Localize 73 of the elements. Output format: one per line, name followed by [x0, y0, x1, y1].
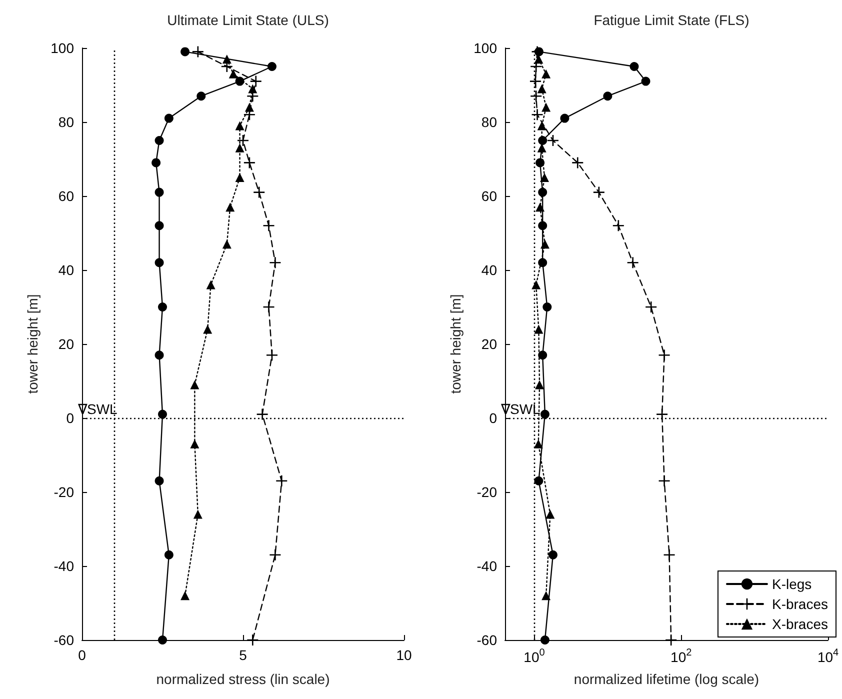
y-tick-label: -20	[476, 484, 498, 500]
y-tick-label: -20	[54, 484, 74, 500]
point	[154, 136, 164, 145]
y-tick-label: 80	[58, 114, 74, 130]
point	[180, 47, 190, 56]
chart-title: Ultimate Limit State (ULS)	[167, 12, 329, 28]
point	[180, 591, 190, 600]
point	[152, 158, 161, 168]
point	[164, 114, 174, 123]
point	[193, 510, 202, 519]
point	[222, 240, 232, 249]
point	[235, 173, 244, 182]
point	[263, 302, 274, 312]
y-tick-label: -60	[54, 632, 74, 648]
point	[158, 302, 167, 312]
y-tick-label: 20	[481, 336, 498, 352]
y-tick-label: 0	[66, 410, 74, 426]
point	[266, 350, 278, 361]
x-axis-title: normalized stress (lin scale)	[156, 671, 330, 687]
point	[235, 121, 244, 130]
point	[248, 84, 258, 94]
y-tick-label: 20	[58, 336, 74, 352]
point	[228, 69, 238, 78]
point	[158, 410, 167, 419]
point	[250, 76, 262, 87]
legend-label: K-legs	[772, 576, 812, 592]
y-tick-label: 0	[489, 410, 498, 426]
legend-label: K-braces	[772, 596, 828, 612]
point	[154, 350, 164, 360]
point	[244, 157, 255, 168]
point	[190, 439, 200, 448]
point	[263, 220, 274, 232]
point	[158, 636, 167, 644]
point	[164, 550, 174, 560]
point	[226, 202, 235, 212]
point	[154, 188, 164, 197]
x-tick-label: 0	[78, 647, 86, 663]
x-tick-label: 10	[396, 647, 412, 663]
point	[206, 280, 216, 290]
point	[222, 54, 232, 64]
y-tick-label: 40	[481, 262, 498, 278]
point	[276, 475, 288, 486]
point	[254, 186, 265, 198]
y-axis-title: tower height [m]	[24, 294, 41, 394]
point	[270, 257, 281, 268]
y-tick-label: -40	[54, 558, 74, 574]
point	[190, 380, 200, 390]
y-tick-label: 100	[474, 40, 498, 56]
chart-title: Fatigue Limit State (FLS)	[594, 12, 750, 28]
point	[154, 476, 164, 486]
x-axis-title: normalized lifetime (log scale)	[574, 671, 760, 687]
point	[235, 76, 244, 86]
point	[235, 143, 244, 152]
point	[154, 258, 164, 268]
point	[192, 46, 204, 58]
y-axis-title: tower height [m]	[448, 294, 464, 394]
point	[244, 102, 254, 112]
y-tick-label: 40	[58, 262, 74, 278]
point	[270, 549, 281, 560]
point	[267, 62, 276, 71]
y-tick-label: 60	[481, 188, 498, 204]
legend-label: X-braces	[772, 616, 828, 632]
point	[154, 221, 164, 230]
point	[247, 634, 258, 646]
point	[196, 92, 206, 101]
y-tick-label: 60	[58, 188, 74, 204]
y-tick-label: -60	[476, 632, 498, 648]
x-tick-label: 5	[239, 647, 248, 663]
y-tick-label: -40	[476, 558, 498, 574]
point	[256, 408, 268, 420]
y-tick-label: 80	[481, 114, 498, 130]
point	[203, 324, 212, 334]
y-tick-label: 100	[50, 40, 74, 56]
